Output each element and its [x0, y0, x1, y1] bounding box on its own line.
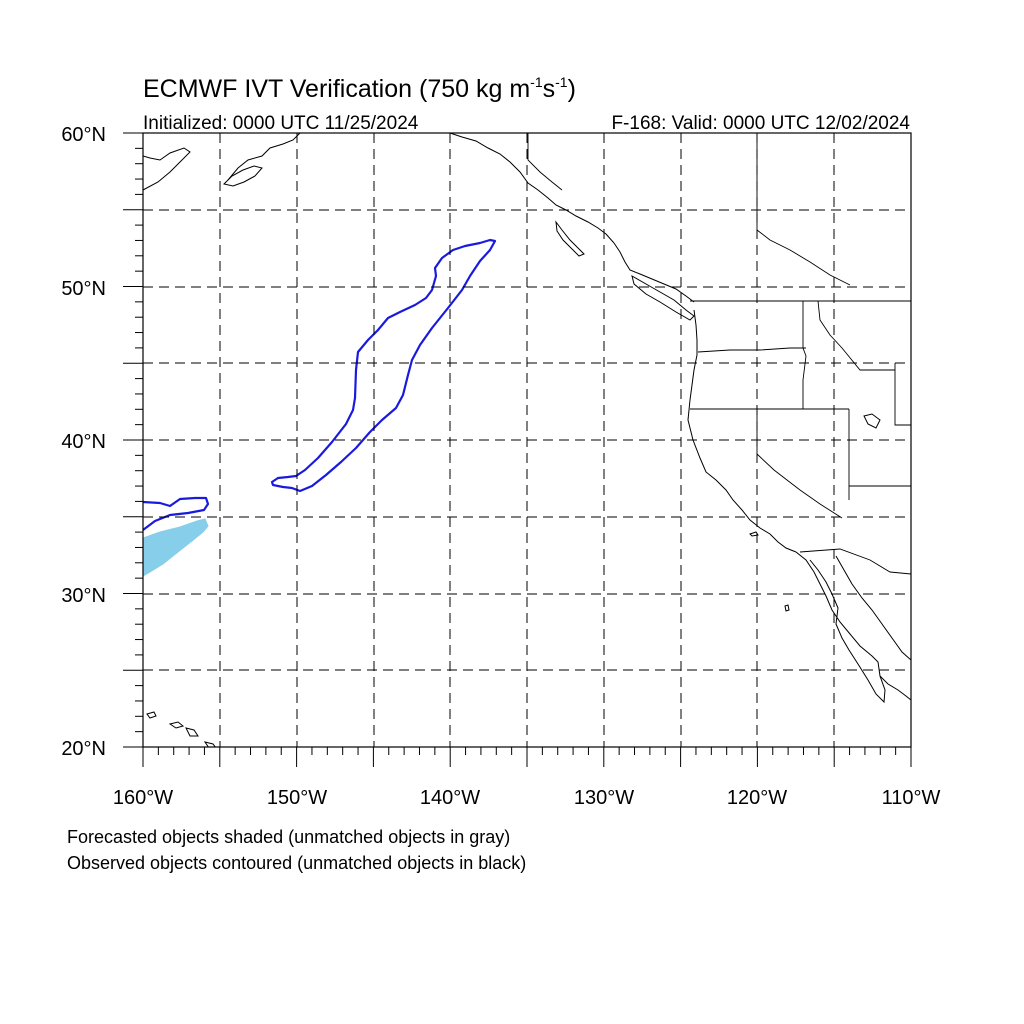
observed-object-contour-west: [143, 496, 210, 531]
hawaii-island-1: [146, 711, 157, 719]
hawaii-island-3: [185, 727, 199, 737]
latitude-labels: 60°N 50°N 40°N 30°N 20°N: [61, 124, 106, 760]
map-content: [143, 133, 911, 747]
canada-interior-boundary: [756, 133, 851, 286]
mexico-pacific-coast: [879, 675, 911, 701]
valid-time-label: F-168: Valid: 0000 UTC 12/02/2024: [611, 113, 910, 134]
longitude-labels: 160°W 150°W 140°W 130°W 120°W 110°W: [113, 787, 941, 809]
hawaii-island-2: [168, 721, 185, 729]
title-exponent-1: -1: [530, 74, 543, 90]
lat-label-50n: 50°N: [61, 278, 106, 300]
map-gridlines: [143, 133, 911, 747]
forecast-note: Forecasted objects shaded (unmatched obj…: [67, 827, 510, 847]
haida-gwaii-coast: [555, 220, 585, 257]
guadalupe-island: [784, 604, 790, 612]
political-borders: [527, 133, 911, 575]
title-main: ECMWF IVT Verification (750 kg m: [143, 75, 530, 103]
gulf-of-alaska-coast: [449, 133, 615, 244]
map-frame: [142, 132, 912, 748]
great-salt-lake: [863, 413, 881, 429]
alaska-peninsula-coast: [227, 133, 301, 181]
oregon-idaho-border: [802, 355, 807, 409]
lon-label-130w: 130°W: [574, 787, 634, 809]
forecast-object-shaded: [143, 518, 209, 577]
us-mexico-border: [799, 548, 911, 575]
alaska-coast: [143, 147, 191, 191]
alaska-canada-border: [527, 133, 563, 191]
lon-label-160w: 160°W: [113, 787, 173, 809]
utah-wyoming-border: [894, 363, 911, 426]
axis-ticks: [123, 132, 912, 767]
coastlines: [143, 133, 911, 747]
map-title: ECMWF IVT Verification (750 kg m-1s-1): [143, 74, 576, 103]
kodiak-coast: [223, 165, 263, 187]
init-time-label: Initialized: 0000 UTC 11/25/2024: [143, 113, 419, 134]
lat-label-20n: 20°N: [61, 738, 106, 760]
observed-object-contour-main: [270, 238, 497, 493]
lat-label-30n: 30°N: [61, 585, 106, 607]
lat-label-60n: 60°N: [61, 124, 106, 146]
lon-label-120w: 120°W: [727, 787, 787, 809]
washington-oregon-border: [697, 347, 806, 353]
title-mid: s: [543, 75, 556, 103]
mexico-mainland-coast: [835, 555, 911, 661]
baja-california-coast: [795, 551, 886, 704]
washington-idaho-border: [802, 301, 807, 357]
hawaii-island-4: [203, 741, 216, 747]
idaho-montana-border: [817, 300, 895, 371]
bc-coast: [613, 242, 695, 303]
title-end: ): [568, 75, 576, 103]
lon-label-150w: 150°W: [267, 787, 327, 809]
observed-note: Observed objects contoured (unmatched ob…: [67, 853, 526, 873]
vancouver-island-coast: [631, 274, 695, 321]
channel-islands: [749, 531, 759, 537]
lon-label-140w: 140°W: [420, 787, 480, 809]
title-exponent-2: -1: [555, 74, 568, 90]
lat-label-40n: 40°N: [61, 431, 106, 453]
california-nevada-border: [756, 409, 843, 519]
west-coast-us: [687, 309, 797, 553]
lon-label-110w: 110°W: [882, 787, 941, 809]
